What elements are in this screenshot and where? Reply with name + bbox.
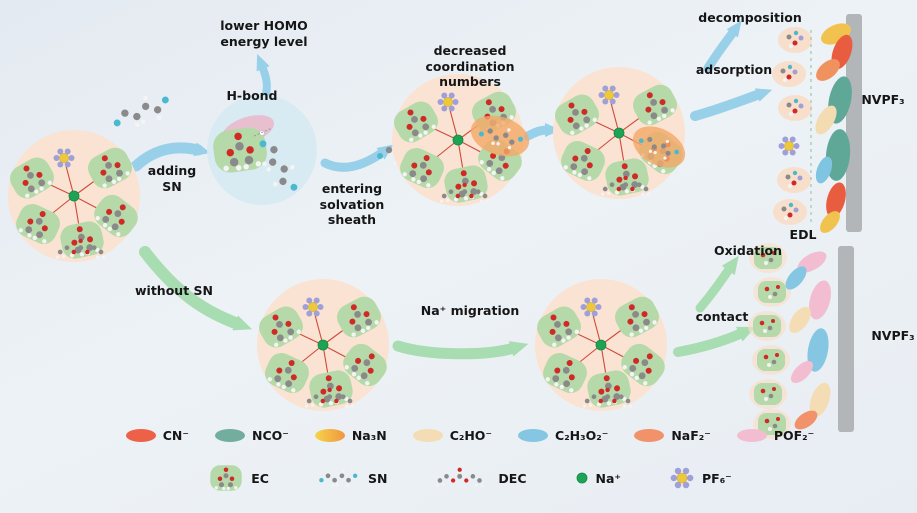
decomposition-arrow (703, 20, 742, 73)
label-oxidation: Oxidation (713, 243, 783, 258)
solvation-cluster-decreased (389, 74, 530, 206)
legend-label-pof2: POF₂⁻ (773, 428, 815, 443)
electrode-bar-bottom (838, 246, 854, 432)
label-lower-homo: lower HOMO energy level (220, 18, 308, 49)
legend-label-nco: NCO⁻ (251, 428, 289, 443)
legend-item-dec: DEC (435, 465, 527, 491)
legend-label-ec: EC (251, 470, 269, 486)
label-na-migration: Na⁺ migration (420, 303, 520, 318)
legend-item-sn: SN (317, 465, 387, 491)
na3n-swatch-icon (314, 429, 345, 442)
sn-molecule-icon (319, 469, 358, 487)
legend-item-naf2: NaF₂⁻ (634, 428, 711, 443)
label-decreased-coordination: decreased coordination numbers (425, 43, 515, 90)
blue-arrows (130, 20, 773, 172)
dec-molecule-icon (436, 467, 484, 487)
nco-swatch-icon (214, 429, 245, 442)
label-edl: EDL (789, 227, 817, 242)
legend-label-sn: SN (367, 470, 388, 486)
cn-swatch-icon (125, 429, 156, 442)
homo-arrow (256, 53, 271, 101)
electrode-bar-top (846, 14, 862, 232)
interface-bottom (785, 246, 854, 432)
interface-top (815, 14, 862, 233)
ec-molecule-icon (210, 465, 242, 491)
legend-item-ec: EC (208, 463, 269, 493)
oxidation-arrow (695, 255, 739, 313)
solvation-cluster-initial (5, 130, 143, 262)
legend-label-pf6: PF₆⁻ (702, 470, 732, 486)
legend-label-na3n: Na₃N (351, 428, 387, 443)
legend-item-cn: CN⁻ (125, 428, 189, 443)
label-contact: contact (695, 309, 749, 324)
c2h3o2-swatch-icon (518, 429, 549, 442)
legend-label-na: Na⁺ (595, 470, 622, 486)
pf6-ion-icon (670, 467, 694, 489)
label-nvpf-bottom: NVPF₃ (871, 328, 915, 343)
legend-label-c2ho: C₂HO⁻ (449, 428, 493, 443)
contact-arrow (673, 326, 756, 357)
adding-sn-arrow (130, 142, 211, 172)
sn-highlight-ellipse (632, 126, 686, 168)
legend-label-c2h3o2: C₂H₃O₂⁻ (555, 428, 609, 443)
entering-arrow (320, 144, 394, 172)
solvation-cluster-no-sn-1 (254, 279, 392, 411)
legend-item-pf6: PF₆⁻ (669, 466, 732, 490)
legend-item-c2ho: C₂HO⁻ (412, 428, 493, 443)
h-bond-dash (253, 127, 273, 137)
label-h-bond: H-bond (226, 88, 278, 103)
legend-item-na3n: Na₃N (314, 428, 387, 443)
pof2-swatch-icon (736, 429, 767, 442)
cluster3-to-4-arrow (523, 123, 561, 141)
label-nvpf-top: NVPF₃ (861, 92, 905, 107)
h-atom (259, 130, 265, 136)
sn-highlight-ellipse (470, 115, 530, 157)
label-adsorption: adsorption (695, 62, 773, 77)
solvation-cluster-with-sn (550, 67, 692, 199)
contact-column (748, 243, 791, 439)
c2ho-swatch-icon (412, 429, 443, 442)
label-decomposition: decomposition (698, 10, 802, 25)
green-arrows (139, 246, 756, 360)
legend-item-na: Na⁺ (575, 470, 622, 486)
legend-item-c2h3o2: C₂H₃O₂⁻ (518, 428, 608, 443)
legend-item-nco: NCO⁻ (214, 428, 289, 443)
edl-region (772, 27, 812, 225)
legend-label-naf2: NaF₂⁻ (671, 428, 711, 443)
label-without-sn: without SN (135, 283, 213, 298)
free-sn-molecule (108, 89, 174, 134)
legend-label-dec: DEC (498, 470, 527, 486)
na-migration-arrow (392, 340, 529, 360)
legend-item-pof2: POF₂⁻ (736, 428, 815, 443)
label-entering-sheath: entering solvation sheath (319, 181, 385, 228)
na-ion-icon (576, 472, 587, 484)
legend-label-cn: CN⁻ (162, 428, 189, 443)
label-adding-sn: adding SN (147, 163, 197, 194)
naf2-swatch-icon (634, 429, 665, 442)
legend-molecules-row: EC SN DEC Na⁺ PF₆⁻ (80, 452, 860, 504)
legend-species-row: CN⁻ NCO⁻ Na₃N C₂HO⁻ C₂H₃O₂⁻ NaF₂⁻ POF₂⁻ (80, 428, 860, 443)
solvation-cluster-no-sn-2 (532, 279, 670, 411)
h-bond-complex (207, 95, 317, 205)
adsorption-arrow (690, 88, 773, 121)
without-sn-arrow (139, 246, 253, 331)
